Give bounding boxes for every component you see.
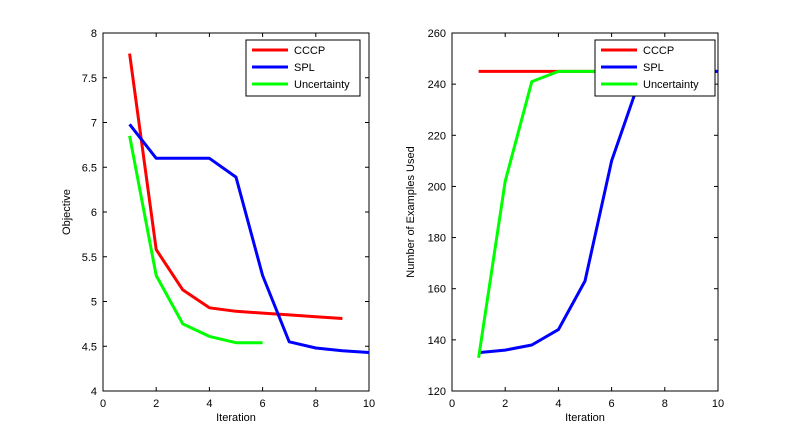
x-tick-label: 10: [363, 398, 375, 410]
y-tick-label: 4: [91, 386, 97, 398]
x-tick-label: 10: [712, 398, 724, 410]
x-tick-label: 4: [555, 398, 561, 410]
legend: CCCP SPL Uncertainty: [245, 39, 361, 97]
series-line-spl: [128, 123, 370, 354]
y-axis-label: Objective: [61, 189, 73, 235]
x-tick-label: 0: [100, 398, 106, 410]
x-tick-label: 2: [502, 398, 508, 410]
legend-label-cccp: CCCP: [294, 45, 325, 57]
y-tick-label: 6: [91, 207, 97, 219]
y-tick-label: 140: [428, 335, 446, 347]
legend-label-cccp: CCCP: [643, 45, 674, 57]
y-tick-label: 8: [91, 28, 97, 40]
x-axis-label: Iteration: [216, 412, 256, 424]
y-tick-label: 260: [428, 28, 446, 40]
y-tick-label: 5.5: [82, 252, 97, 264]
x-tick-label: 2: [153, 398, 159, 410]
y-axis-label: Number of Examples Used: [405, 146, 417, 277]
x-tick-label: 6: [260, 398, 266, 410]
legend: CCCP SPL Uncertainty: [594, 39, 716, 97]
y-tick-label: 120: [428, 386, 446, 398]
y-tick-label: 7: [91, 118, 97, 130]
series-line-cccp: [128, 53, 343, 320]
legend-label-uncertainty: Uncertainty: [643, 79, 699, 91]
y-tick-label: 7.5: [82, 73, 97, 85]
x-tick-label: 4: [206, 398, 212, 410]
chart-objective: 0 2 4 6 8 10 4 4.5 5 5.5 6 6.5 7 7.5 8 Iteration Objecti…: [61, 28, 375, 424]
y-tick-label: 240: [428, 79, 446, 91]
y-tick-label: 180: [428, 233, 446, 245]
chart-examples-used: 0 2 4 6 8 10 120 140 160 180 200 220 240 260 Iteration…: [405, 28, 724, 424]
x-axis-label: Iteration: [565, 412, 605, 424]
y-tick-label: 4.5: [82, 341, 97, 353]
x-tick-label: 0: [449, 398, 455, 410]
series-line-uncertainty: [128, 135, 263, 345]
y-tick-label: 6.5: [82, 162, 97, 174]
y-tick-label: 200: [428, 181, 446, 193]
legend-label-uncertainty: Uncertainty: [294, 79, 350, 91]
series-line-uncertainty: [477, 69, 612, 359]
x-tick-label: 8: [313, 398, 319, 410]
legend-label-spl: SPL: [643, 62, 664, 74]
y-tick-label: 5: [91, 297, 97, 309]
x-tick-label: 8: [662, 398, 668, 410]
y-tick-label: 220: [428, 130, 446, 142]
y-tick-label: 160: [428, 284, 446, 296]
x-tick-label: 6: [609, 398, 615, 410]
legend-label-spl: SPL: [294, 62, 315, 74]
legend-box: [594, 39, 716, 97]
